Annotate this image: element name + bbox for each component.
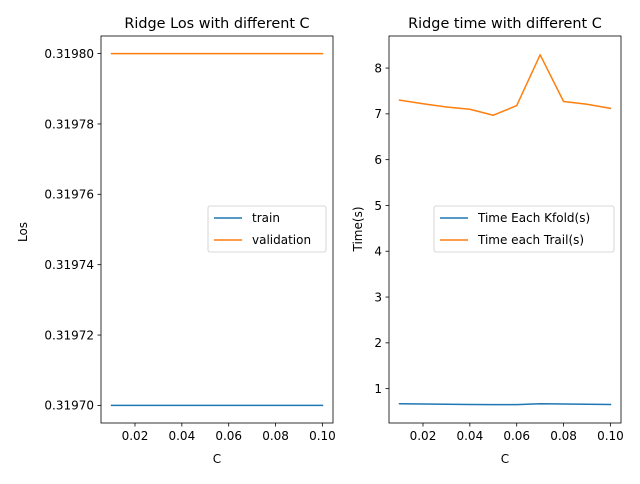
time-ytick-label: 3 [374,290,382,304]
loss-ytick-label: 0.31980 [44,47,94,61]
time-ytick-label: 5 [374,199,382,213]
time-ytick-label: 4 [374,245,382,259]
time-chart-ticks: 0.02 0.04 0.06 0.08 0.10 1 2 3 4 5 6 7 8 [374,61,623,443]
time-ytick-label: 7 [374,107,382,121]
loss-ytick-label: 0.31976 [44,188,94,202]
time-xtick-label: 0.06 [503,429,530,443]
legend-box [433,205,615,253]
loss-ytick-label: 0.31970 [44,399,94,413]
time-ytick-label: 6 [374,153,382,167]
time-xtick-label: 0.04 [456,429,483,443]
loss-xtick-label: 0.02 [122,429,149,443]
time-series-line-1 [398,54,612,116]
loss-xtick-label: 0.08 [262,429,289,443]
time-xtick-label: 0.10 [597,429,624,443]
loss-chart-lines [110,52,324,407]
legend-label-kfold: Time Each Kfold(s) [477,211,590,225]
time-xtick-label: 0.08 [550,429,577,443]
legend-label-trail: Time each Trail(s) [477,233,584,247]
time-chart: Ridge time with different C C Time(s) 0.… [351,16,624,466]
time-chart-legend: Time Each Kfold(s) Time each Trail(s) [433,205,615,253]
loss-chart-ylabel: Los [16,222,30,242]
loss-chart: Ridge Los with different C C Los 0.02 0.0… [16,16,336,466]
time-ytick-label: 1 [374,382,382,396]
time-chart-frame [388,35,622,424]
loss-ytick-label: 0.31974 [44,258,94,272]
loss-chart-legend: train validation [207,205,327,253]
time-chart-xlabel: C [501,452,509,466]
loss-xtick-label: 0.10 [309,429,336,443]
loss-chart-ticks: 0.02 0.04 0.06 0.08 0.10 0.31970 0.31972 0.3197… [44,47,335,443]
time-chart-title: Ridge time with different C [408,16,602,32]
loss-chart-xlabel: C [213,452,221,466]
time-series-line-0 [398,403,612,406]
time-ytick-label: 2 [374,336,382,350]
loss-chart-title: Ridge Los with different C [124,16,309,32]
loss-chart-frame [100,35,334,424]
loss-ytick-label: 0.31978 [44,117,94,131]
legend-label-train: train [252,211,280,225]
loss-xtick-label: 0.06 [215,429,242,443]
time-xtick-label: 0.02 [410,429,437,443]
loss-ytick-label: 0.31972 [44,328,94,342]
loss-xtick-label: 0.04 [168,429,195,443]
legend-label-validation: validation [252,233,311,247]
time-chart-lines [398,54,612,406]
time-chart-ylabel: Time(s) [351,207,365,253]
time-ytick-label: 8 [374,61,382,75]
